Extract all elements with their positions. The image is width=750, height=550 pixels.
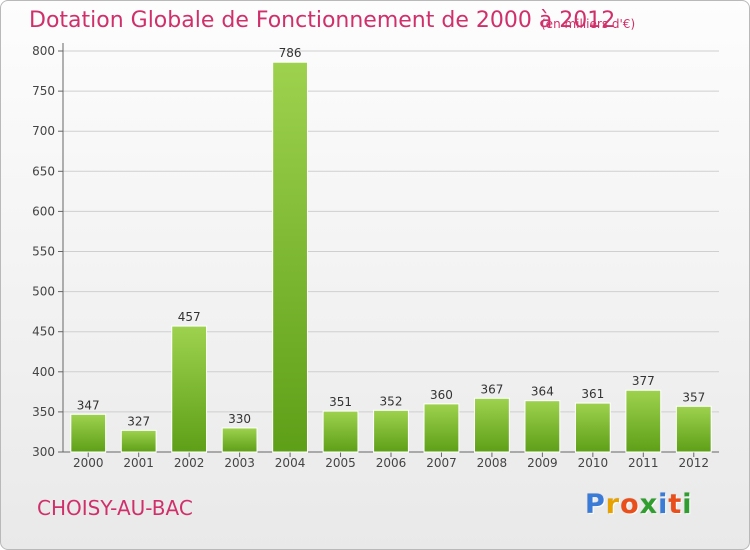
- chart-subtitle: (en milliers d'€): [541, 17, 636, 31]
- x-tick-label-2009: 2009: [527, 456, 558, 470]
- bar-2006: [373, 409, 409, 453]
- x-tick-label-2007: 2007: [426, 456, 457, 470]
- y-tick-label: 700: [32, 124, 55, 138]
- x-tick-label-2006: 2006: [376, 456, 407, 470]
- bar-2009: [524, 400, 561, 453]
- chart-title: Dotation Globale de Fonctionnement de 20…: [29, 8, 616, 33]
- bar-2000: [70, 413, 107, 453]
- logo-letter: i: [658, 489, 669, 520]
- y-tick-label: 450: [32, 325, 55, 339]
- y-tick-label: 350: [32, 405, 55, 419]
- data-label-2003: 330: [228, 412, 251, 426]
- bar-2008: [474, 397, 510, 453]
- x-tick-label-2004: 2004: [275, 456, 306, 470]
- bars-layer: [70, 61, 712, 453]
- bar-2003: [221, 427, 258, 453]
- logo-letter: t: [668, 489, 683, 520]
- proxiti-logo[interactable]: Proxiti: [585, 489, 693, 520]
- data-label-2004: 786: [279, 46, 302, 60]
- x-tick-label-2003: 2003: [224, 456, 255, 470]
- data-label-2009: 364: [531, 385, 554, 399]
- logo-letter: P: [585, 489, 606, 520]
- bar-2011: [625, 389, 662, 453]
- y-tick-label: 500: [32, 285, 55, 299]
- bar-2002: [171, 325, 208, 453]
- data-label-2005: 351: [329, 395, 352, 409]
- data-label-2000: 347: [77, 398, 100, 412]
- x-tick-label-2001: 2001: [123, 456, 154, 470]
- bar-2005: [322, 410, 359, 453]
- y-tick-label: 650: [32, 164, 55, 178]
- bar-2010: [574, 402, 611, 453]
- y-tick-label: 550: [32, 245, 55, 259]
- y-tick-label: 800: [32, 44, 55, 58]
- logo-letter: x: [639, 489, 659, 520]
- data-label-2012: 357: [682, 390, 705, 404]
- labels-layer: 300 350 400 450 500 550 600 650 700 750 800 347 2000…: [32, 44, 709, 470]
- data-label-2010: 361: [581, 387, 604, 401]
- data-label-2011: 377: [632, 374, 655, 388]
- data-label-2008: 367: [480, 382, 503, 396]
- bar-2012: [675, 405, 712, 453]
- logo-letter: r: [605, 489, 621, 520]
- y-tick-label: 600: [32, 204, 55, 218]
- bar-2004: [272, 61, 308, 453]
- logo-letter: i: [682, 489, 693, 520]
- logo-letter: o: [620, 489, 640, 520]
- x-tick-label-2012: 2012: [678, 456, 709, 470]
- x-tick-label-2011: 2011: [628, 456, 659, 470]
- y-tick-label: 300: [32, 445, 55, 459]
- data-label-2001: 327: [127, 414, 150, 428]
- x-tick-label-2010: 2010: [578, 456, 609, 470]
- x-tick-label-2002: 2002: [174, 456, 205, 470]
- x-tick-label-2008: 2008: [477, 456, 508, 470]
- data-label-2002: 457: [178, 310, 201, 324]
- data-label-2007: 360: [430, 388, 453, 402]
- city-name: CHOISY-AU-BAC: [37, 496, 193, 520]
- y-tick-label: 750: [32, 84, 55, 98]
- x-tick-label-2000: 2000: [73, 456, 104, 470]
- data-label-2006: 352: [380, 394, 403, 408]
- x-tick-label-2005: 2005: [325, 456, 356, 470]
- bar-2001: [120, 429, 157, 453]
- y-tick-label: 400: [32, 365, 55, 379]
- bar-2007: [423, 403, 460, 453]
